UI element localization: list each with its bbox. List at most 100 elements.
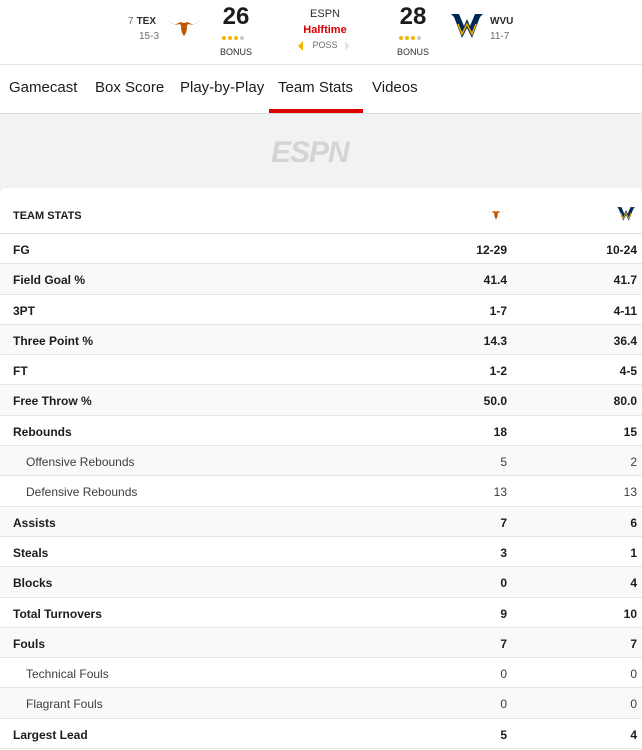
tab-videos[interactable]: Videos xyxy=(372,79,418,96)
table-row: FG 12-29 10-24 xyxy=(0,234,642,265)
away-bonus-label: BONUS xyxy=(396,47,429,57)
game-status: Halftime xyxy=(303,24,347,36)
stat-label: Fouls xyxy=(13,636,45,651)
tab-team-stats[interactable]: Team Stats xyxy=(278,79,354,96)
stat-label: Offensive Rebounds xyxy=(26,455,135,470)
stat-label: Technical Fouls xyxy=(26,667,109,682)
table-row: Fouls 7 7 xyxy=(0,627,642,659)
table-row: Three Point % 14.3 36.4 xyxy=(0,324,642,356)
away-stat-value: 4-5 xyxy=(619,364,637,379)
home-stat-value: 1-7 xyxy=(489,303,507,318)
home-stat-value: 14.3 xyxy=(483,333,507,348)
away-stat-value: 15 xyxy=(623,424,637,439)
team-stats-table: TEAM STATS FG 12-29 10-24 Field Goal % 41.4… xyxy=(0,188,642,750)
home-stat-value: 50.0 xyxy=(483,394,507,409)
texas-longhorn-logo-icon xyxy=(486,209,506,220)
table-row: Technical Fouls 0 0 xyxy=(0,658,642,689)
table-row: FT 1-2 4-5 xyxy=(0,355,642,386)
tab-play-by-play[interactable]: Play-by-Play xyxy=(180,79,265,96)
game-tabs: Gamecast Box Score Play-by-Play Team Sta… xyxy=(0,64,642,114)
stat-label: Flagrant Fouls xyxy=(26,697,103,712)
team-stats-header: TEAM STATS xyxy=(0,188,642,234)
away-stat-value: 7 xyxy=(630,636,637,651)
away-stat-value: 41.7 xyxy=(613,273,637,288)
away-stat-value: 2 xyxy=(630,455,637,470)
home-stat-value: 5 xyxy=(500,455,507,470)
home-stat-value: 5 xyxy=(500,727,507,742)
home-stat-value: 13 xyxy=(493,485,507,500)
possession-arrow-right-icon xyxy=(345,41,350,51)
possession-arrow-left-icon xyxy=(298,41,303,51)
away-fouls-indicator xyxy=(399,36,429,42)
away-stat-value: 4 xyxy=(630,576,637,591)
table-row: Field Goal % 41.4 41.7 xyxy=(0,264,642,295)
home-stat-value: 41.4 xyxy=(483,273,507,288)
home-stat-value: 7 xyxy=(500,515,507,530)
home-stat-value: 0 xyxy=(500,697,507,712)
home-stat-value: 0 xyxy=(500,667,507,682)
tab-box-score[interactable]: Box Score xyxy=(95,79,165,96)
active-tab-indicator xyxy=(269,109,363,113)
away-stat-value: 10-24 xyxy=(606,243,637,257)
wvu-flying-wv-logo-icon xyxy=(617,207,635,221)
away-stat-value: 0 xyxy=(630,697,637,712)
stat-label: FG xyxy=(13,243,30,257)
table-row: Total Turnovers 9 10 xyxy=(0,598,642,628)
home-stat-value: 12-29 xyxy=(476,243,507,257)
stat-label: Blocks xyxy=(13,576,53,591)
home-stat-value: 1-2 xyxy=(489,364,507,379)
stat-label: Free Throw % xyxy=(13,394,92,409)
away-stat-value: 6 xyxy=(630,515,637,530)
table-row: Assists 7 6 xyxy=(0,506,642,537)
team-stats-rows: FG 12-29 10-24 Field Goal % 41.4 41.7 3PT 1-7… xyxy=(0,234,642,750)
table-row: Largest Lead 5 4 xyxy=(0,719,642,750)
ad-placeholder: ESPN xyxy=(0,114,642,192)
home-team-rank: 7 xyxy=(128,16,134,27)
wvu-flying-wv-logo-icon[interactable] xyxy=(450,12,484,44)
away-team-info[interactable]: WVU 11-7 xyxy=(490,16,514,42)
away-stat-value: 36.4 xyxy=(613,333,637,348)
home-team-info[interactable]: 7 TEX 15-3 xyxy=(128,16,159,42)
away-stat-value: 13 xyxy=(623,485,637,500)
tab-gamecast[interactable]: Gamecast xyxy=(9,79,78,96)
stat-label: FT xyxy=(13,364,28,379)
away-stat-value: 0 xyxy=(630,667,637,682)
stat-label: Rebounds xyxy=(13,424,72,439)
home-stat-value: 0 xyxy=(500,576,507,591)
table-row: 3PT 1-7 4-11 xyxy=(0,295,642,325)
table-row: Flagrant Fouls 0 0 xyxy=(0,688,642,719)
espn-logo: ESPN xyxy=(271,136,350,169)
texas-longhorn-logo-icon[interactable] xyxy=(167,17,201,37)
away-stat-value: 1 xyxy=(630,545,637,560)
home-team-abbr: TEX xyxy=(136,16,157,27)
network-label: ESPN xyxy=(310,8,340,20)
home-fouls-indicator xyxy=(222,36,252,42)
table-row: Free Throw % 50.0 80.0 xyxy=(0,385,642,416)
away-stat-value: 80.0 xyxy=(613,394,637,409)
stat-label: Steals xyxy=(13,545,49,560)
stat-label: Defensive Rebounds xyxy=(26,485,138,500)
stat-label: Total Turnovers xyxy=(13,606,102,621)
table-row: Steals 3 1 xyxy=(0,537,642,568)
home-stat-value: 9 xyxy=(500,606,507,621)
table-row: Offensive Rebounds 5 2 xyxy=(0,446,642,477)
home-team-record: 15-3 xyxy=(139,31,160,42)
home-stat-value: 18 xyxy=(493,424,507,439)
possession-label: POSS xyxy=(312,40,338,50)
home-stat-value: 7 xyxy=(500,636,507,651)
home-stat-value: 3 xyxy=(500,545,507,560)
away-team-record: 11-7 xyxy=(490,31,510,42)
home-score: 26 xyxy=(222,3,250,30)
stat-label: Three Point % xyxy=(13,333,94,348)
table-row: Rebounds 18 15 xyxy=(0,416,642,447)
away-score: 28 xyxy=(399,3,427,30)
home-bonus-label: BONUS xyxy=(219,47,252,57)
stat-label: Assists xyxy=(13,515,56,530)
table-row: Defensive Rebounds 13 13 xyxy=(0,476,642,507)
team-stats-title: TEAM STATS xyxy=(13,210,82,222)
away-stat-value: 4 xyxy=(630,727,637,742)
stat-label: 3PT xyxy=(13,303,36,318)
stat-label: Field Goal % xyxy=(13,273,86,288)
away-team-abbr: WVU xyxy=(490,16,514,27)
stat-label: Largest Lead xyxy=(13,727,88,742)
